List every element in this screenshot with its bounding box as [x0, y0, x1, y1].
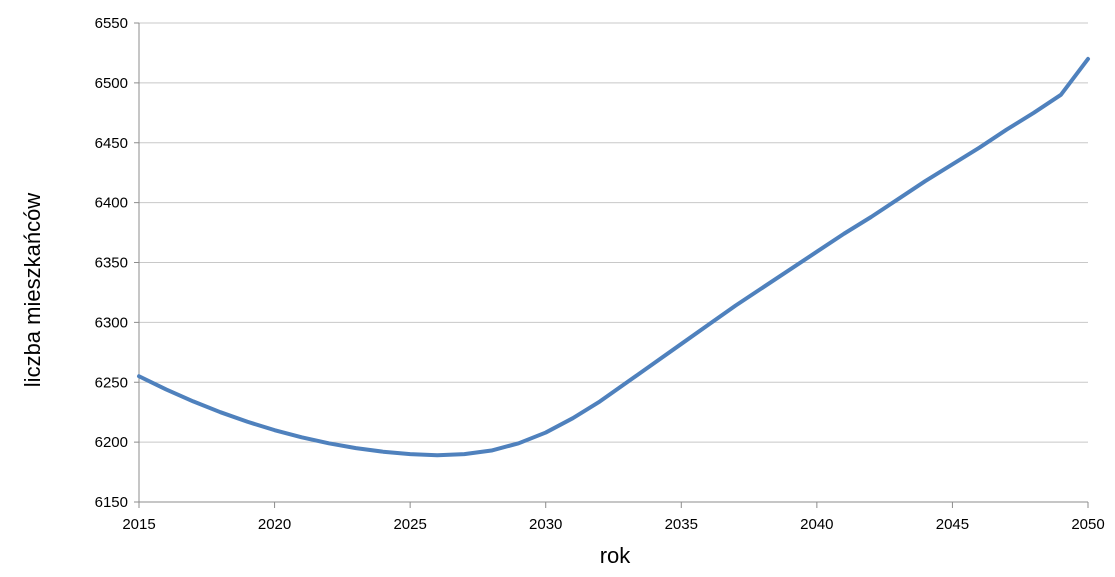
- y-tick-label: 6500: [95, 75, 128, 92]
- y-tick-label: 6400: [95, 195, 128, 212]
- x-tick-label: 2040: [800, 516, 833, 533]
- x-axis-title: rok: [600, 543, 632, 568]
- gridlines: [139, 22, 1088, 443]
- x-tick-label: 2030: [529, 516, 562, 533]
- axes: [134, 22, 1089, 508]
- y-tick-label: 6450: [95, 135, 128, 152]
- y-tick-label: 6550: [95, 15, 128, 32]
- y-tick-label: 6200: [95, 434, 128, 451]
- x-tick-label: 2020: [258, 516, 291, 533]
- y-tick-label: 6250: [95, 374, 128, 391]
- x-tick-label: 2050: [1071, 516, 1104, 533]
- y-tick-label: 6350: [95, 255, 128, 272]
- series-line: [137, 56, 1090, 458]
- x-tick-label: 2015: [122, 516, 155, 533]
- y-tick-label: 6300: [95, 314, 128, 331]
- y-axis-title: liczba mieszkańców: [20, 193, 45, 388]
- x-tick-label: 2025: [393, 516, 426, 533]
- x-tick-label: 2045: [936, 516, 969, 533]
- series-lines: [137, 56, 1090, 458]
- tick-labels: 6150 6200 6250 6300 6350 6400 6450 6500 6550 2015…: [95, 15, 1105, 533]
- y-tick-label: 6150: [95, 494, 128, 511]
- x-tick-label: 2035: [665, 516, 698, 533]
